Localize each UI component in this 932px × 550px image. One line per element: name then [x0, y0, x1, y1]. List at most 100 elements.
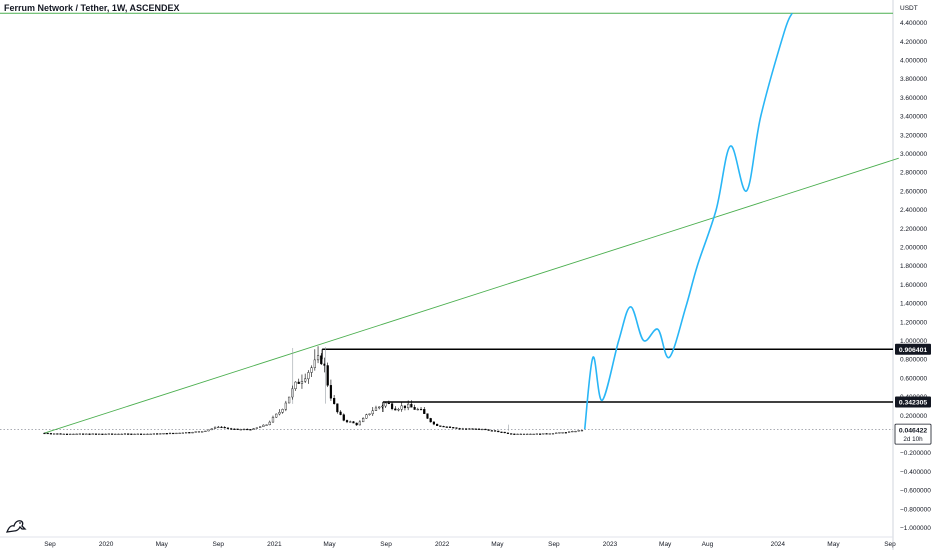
candle-body	[184, 432, 188, 434]
candle-body	[223, 426, 226, 429]
candle-body	[53, 433, 56, 435]
candle-body	[236, 428, 239, 430]
candle-body	[46, 432, 49, 435]
y-axis-tick-label: 2.400000	[900, 207, 927, 214]
candle-body	[387, 402, 390, 405]
candle-body	[130, 433, 133, 435]
candle-body	[94, 433, 98, 435]
candle-body	[69, 433, 72, 436]
y-axis-tick-label: 2.200000	[900, 226, 927, 233]
y-axis-tick-label: 3.000000	[900, 151, 927, 158]
candle-body	[365, 414, 368, 419]
y-axis-tick-label: 2.000000	[900, 245, 927, 252]
candle-body	[542, 433, 545, 435]
candle-body	[407, 403, 410, 409]
candle-body	[362, 418, 365, 423]
candle-body	[159, 433, 162, 435]
candle-body	[72, 433, 75, 436]
candle-body	[448, 426, 452, 428]
candle-body	[88, 433, 91, 435]
y-axis-tick-label: −0.800000	[900, 506, 931, 513]
y-axis-tick-label: 3.200000	[900, 132, 927, 139]
candle-body	[149, 433, 152, 435]
candle-body	[297, 381, 300, 384]
y-axis-tick-label: 4.400000	[900, 20, 927, 27]
candle-body	[271, 416, 275, 423]
chart-title: Ferrum Network / Tether, 1W, ASCENDEX	[4, 3, 180, 13]
y-axis-tick-label: 1.200000	[900, 319, 927, 326]
candle-body	[278, 412, 281, 415]
x-axis-tick-label: Sep	[212, 541, 224, 548]
y-axis-tick-label: 4.200000	[900, 39, 927, 46]
candle-body	[204, 430, 207, 432]
x-axis-tick-label: 2024	[771, 541, 786, 548]
trendline[interactable]	[44, 157, 899, 434]
x-axis-tick-label: 2022	[435, 541, 450, 548]
candle-body	[403, 405, 407, 409]
candle-body	[194, 431, 197, 433]
x-axis-tick-label: May	[323, 541, 336, 548]
level-lower-price-label: 0.342305	[899, 400, 928, 407]
candle-body	[188, 432, 191, 434]
candle-body	[136, 433, 139, 435]
x-axis-tick-label: Sep	[548, 541, 560, 548]
x-axis-tick-label: May	[659, 541, 672, 548]
candle-body	[561, 432, 564, 434]
candle-body	[522, 433, 526, 436]
candle-body	[539, 433, 542, 435]
y-axis-tick-label: 1.400000	[900, 301, 927, 308]
x-axis-tick-label: May	[827, 541, 840, 548]
candle-body	[259, 426, 262, 428]
candle-body	[143, 433, 146, 436]
candle-body	[535, 433, 538, 435]
candle-body	[532, 433, 535, 436]
candle-body	[378, 406, 381, 409]
candle-body	[458, 428, 461, 430]
candle-body	[75, 433, 78, 435]
candle-body	[355, 422, 358, 426]
candle-body	[368, 413, 371, 415]
candle-body	[326, 365, 329, 386]
candle-body	[497, 430, 500, 433]
candle-body	[333, 398, 336, 404]
candle-body	[133, 433, 136, 436]
candle-body	[500, 431, 503, 433]
candle-body	[304, 378, 307, 382]
candle-body	[268, 421, 271, 426]
candle-body	[59, 433, 62, 435]
candle-body	[436, 423, 439, 426]
candle-body	[471, 428, 474, 430]
candle-body	[329, 385, 333, 399]
candle-body	[123, 433, 127, 435]
tradingview-logo-icon	[6, 520, 27, 533]
candle-body	[201, 431, 204, 433]
candle-body	[345, 420, 349, 423]
candle-body	[252, 428, 255, 430]
y-axis-tick-label: 3.400000	[900, 114, 927, 121]
candle-body	[442, 425, 445, 428]
candle-body	[191, 432, 194, 434]
candle-body	[49, 433, 53, 435]
x-axis-tick-label: May	[491, 541, 504, 548]
candle-body	[529, 433, 532, 436]
x-axis-tick-label: 2020	[99, 541, 114, 548]
y-axis-tick-label: 1.000000	[900, 338, 927, 345]
last-price-label: 0.046422	[899, 427, 928, 434]
candle-body	[213, 426, 217, 429]
candle-body	[445, 426, 448, 428]
projection-path[interactable]	[583, 12, 793, 430]
y-axis-tick-label: 0.200000	[900, 413, 927, 420]
candle-body	[461, 428, 464, 430]
x-axis-tick-label: 2023	[603, 541, 618, 548]
candle-body	[181, 432, 184, 434]
y-axis-tick-label: 4.000000	[900, 58, 927, 65]
candle-body	[98, 433, 101, 435]
candle-body	[110, 433, 114, 435]
candle-body	[439, 425, 442, 427]
y-axis-tick-label: −0.400000	[900, 469, 931, 476]
candle-body	[574, 430, 577, 433]
level-upper-price-label-box	[895, 343, 931, 355]
candle-body	[394, 408, 397, 411]
candle-body	[104, 433, 107, 436]
